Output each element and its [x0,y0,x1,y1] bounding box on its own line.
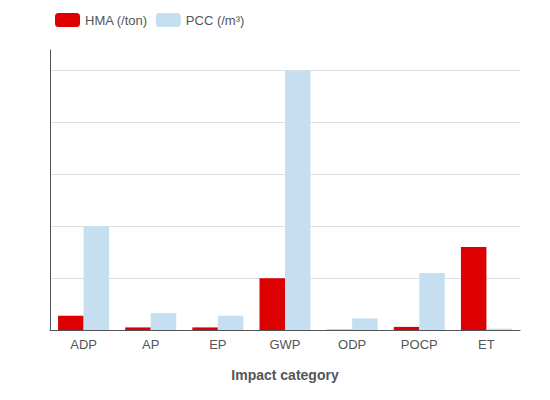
svg-text:POCP: POCP [401,337,438,352]
svg-text:ODP: ODP [338,337,366,352]
svg-text:Impact category: Impact category [231,367,339,383]
svg-text:ADP: ADP [70,337,97,352]
svg-text:PCC (/m³): PCC (/m³) [186,13,245,28]
svg-text:GWP: GWP [269,337,300,352]
svg-text:ET: ET [478,337,495,352]
svg-text:EP: EP [209,337,226,352]
svg-text:HMA (/ton): HMA (/ton) [85,13,147,28]
svg-text:AP: AP [142,337,159,352]
